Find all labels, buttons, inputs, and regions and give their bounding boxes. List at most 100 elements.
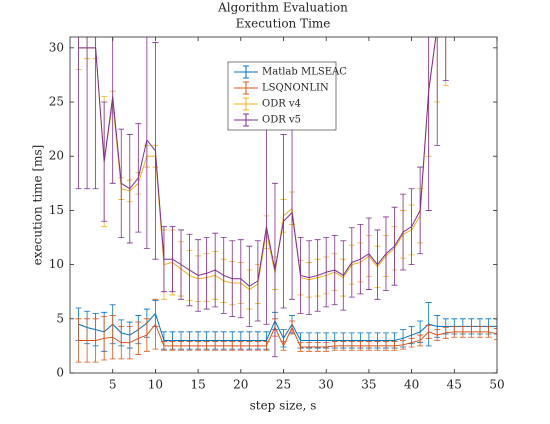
error-bar — [357, 341, 364, 351]
error-bar — [451, 325, 458, 338]
error-bar — [178, 341, 185, 351]
x-tick-label: 15 — [190, 378, 205, 392]
error-bar — [143, 318, 150, 352]
error-bar — [314, 342, 321, 352]
error-bar — [434, 37, 441, 146]
error-bar — [425, 37, 432, 211]
error-bar — [374, 229, 381, 300]
error-bar — [280, 341, 287, 351]
x-tick-label: 10 — [148, 378, 163, 392]
error-bar — [195, 341, 202, 351]
error-bar — [203, 341, 210, 351]
error-bar — [135, 123, 142, 233]
error-bar — [109, 315, 116, 360]
error-bar — [442, 37, 449, 81]
error-bar — [485, 325, 492, 338]
y-tick-label: 0 — [56, 366, 64, 380]
error-bar — [434, 329, 441, 341]
error-bar — [348, 341, 355, 351]
error-bar — [220, 237, 227, 314]
y-tick-label: 15 — [49, 203, 64, 217]
error-bar — [357, 224, 364, 295]
x-tick-label: 30 — [319, 378, 334, 392]
error-bar — [237, 341, 244, 351]
error-bar — [118, 128, 125, 238]
legend-label: ODR v5 — [262, 115, 301, 126]
series-line — [78, 37, 437, 287]
error-bar — [459, 325, 466, 338]
error-bar — [152, 42, 159, 260]
plot-area — [75, 37, 497, 363]
legend-symbol — [234, 97, 258, 111]
error-bar — [280, 134, 287, 309]
error-bar — [340, 341, 347, 351]
error-bar — [126, 325, 133, 360]
error-bar — [254, 341, 261, 351]
error-bar — [348, 227, 355, 298]
error-bar — [391, 341, 398, 351]
error-bar — [400, 340, 407, 350]
error-bar — [143, 37, 150, 249]
error-bar — [365, 217, 372, 290]
error-bar — [212, 341, 219, 351]
error-bar — [297, 342, 304, 352]
y-tick-label: 20 — [49, 149, 64, 163]
error-bar — [374, 341, 381, 351]
error-bar — [118, 325, 125, 360]
error-bar — [212, 232, 219, 308]
x-tick-label: 50 — [489, 378, 504, 392]
y-tick-label: 25 — [49, 95, 64, 109]
error-bar — [186, 341, 193, 351]
error-bar — [425, 324, 432, 339]
error-bar — [178, 229, 185, 300]
legend-symbol — [234, 113, 258, 127]
error-bar — [254, 240, 261, 322]
error-bar — [84, 318, 91, 363]
error-bar — [75, 37, 82, 190]
error-bar — [314, 239, 321, 312]
error-bar — [289, 320, 296, 335]
error-bar — [229, 240, 236, 318]
series-line — [78, 37, 437, 291]
error-bar — [160, 226, 167, 293]
legend-symbol — [234, 81, 258, 95]
error-bar — [220, 341, 227, 351]
error-bar — [186, 233, 193, 307]
error-bar — [408, 188, 415, 266]
error-bar — [331, 341, 338, 351]
error-bar — [169, 341, 176, 351]
error-bar — [203, 237, 210, 310]
error-bar — [160, 341, 167, 351]
chart-subtitle: Execution Time — [236, 17, 331, 31]
error-bar — [494, 328, 497, 340]
error-bar — [442, 327, 449, 339]
error-bar — [306, 240, 313, 315]
x-axis-label: step size, s — [250, 399, 317, 413]
error-bar — [92, 37, 99, 190]
error-bar — [152, 298, 159, 350]
error-bar — [263, 341, 270, 351]
error-bar — [135, 321, 142, 355]
error-bar — [408, 337, 415, 348]
error-bar — [271, 182, 278, 358]
legend-label: ODR v4 — [262, 99, 301, 110]
error-bar — [75, 318, 82, 363]
error-bar — [101, 101, 108, 222]
error-bar — [246, 341, 253, 351]
x-tick-label: 25 — [276, 378, 291, 392]
error-bar — [92, 318, 99, 363]
error-bar — [195, 239, 202, 312]
legend-symbol — [234, 65, 258, 79]
x-tick-label: 45 — [447, 378, 462, 392]
error-bar — [476, 325, 483, 338]
error-bar — [340, 240, 347, 311]
y-axis-label: execution time [ms] — [31, 145, 45, 266]
x-tick-label: 5 — [109, 378, 117, 392]
error-bar — [306, 342, 313, 352]
error-bar — [126, 134, 133, 244]
x-tick-label: 40 — [404, 378, 419, 392]
error-bar — [400, 193, 407, 271]
error-bar — [391, 206, 398, 286]
error-bar — [323, 342, 330, 352]
legend-label: LSQNONLIN — [262, 83, 329, 94]
